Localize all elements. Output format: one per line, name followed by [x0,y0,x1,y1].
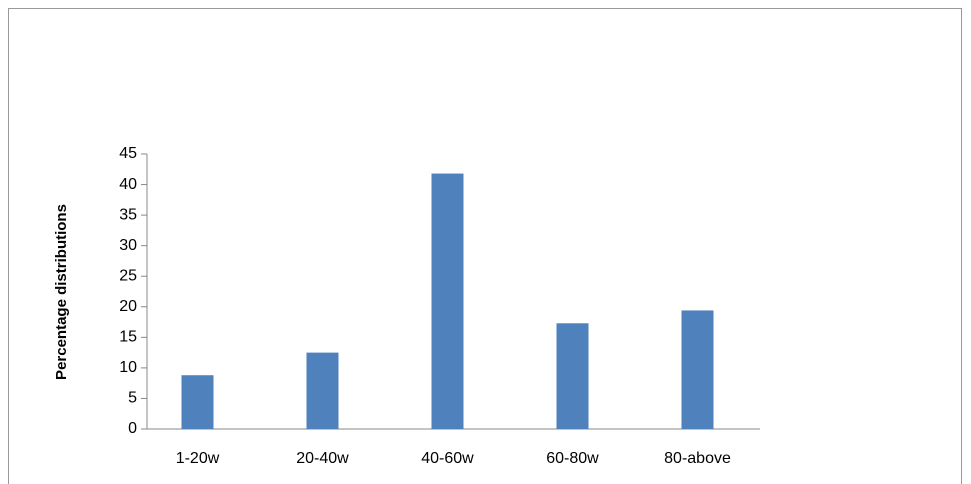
x-tick-label: 20-40w [296,450,349,467]
y-tick-label: 20 [119,298,137,315]
y-tick-label: 10 [119,359,137,376]
y-tick-label: 25 [119,267,137,284]
x-tick-label: 1-20w [176,450,220,467]
x-tick-label: 80-above [664,450,731,467]
y-axis-label: Percentage distributions [53,204,70,380]
y-tick-label: 45 [119,145,137,162]
bar [556,323,589,429]
y-tick-label: 5 [128,390,137,407]
y-tick-label: 0 [128,420,137,437]
bar [181,375,214,429]
bar [431,173,464,429]
y-tick-label: 40 [119,176,137,193]
x-tick-label: 40-60w [421,450,474,467]
x-tick-label: 60-80w [546,450,599,467]
y-tick-label: 30 [119,237,137,254]
bar [681,310,714,429]
bar [306,352,339,429]
y-tick-label: 35 [119,206,137,223]
chart-frame [8,8,962,484]
y-tick-label: 15 [119,329,137,346]
